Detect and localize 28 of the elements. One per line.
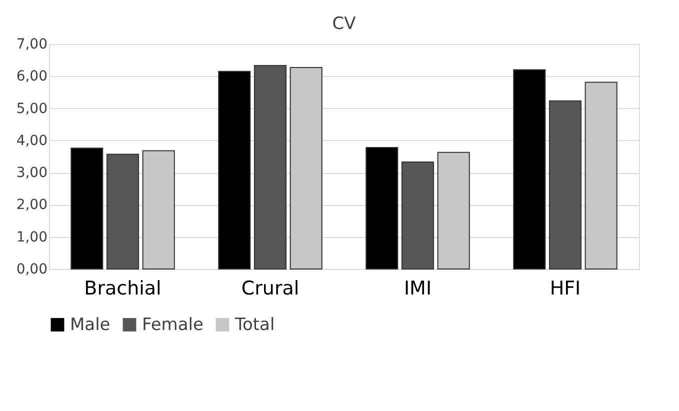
x-tick-label: Crural	[241, 278, 300, 300]
bar	[70, 148, 104, 270]
bar	[437, 152, 470, 270]
y-tick-label: 6,00	[16, 68, 48, 85]
bar	[401, 161, 434, 270]
chart-title: CV	[332, 14, 356, 34]
bar	[106, 154, 140, 270]
x-tick-label: HFI	[550, 278, 581, 300]
bar	[218, 70, 251, 270]
y-tick-label: 3,00	[16, 165, 48, 182]
legend-label: Total	[234, 314, 275, 335]
bar	[584, 82, 618, 270]
bar	[513, 69, 546, 270]
y-tick-label: 5,00	[16, 100, 48, 117]
legend-label: Female	[142, 314, 204, 335]
legend-label: Male	[70, 314, 110, 335]
y-tick-label: 1,00	[16, 229, 48, 246]
bar	[142, 150, 175, 270]
x-tick-label: Brachial	[84, 278, 162, 300]
y-tick-label: 7,00	[16, 36, 48, 52]
y-tick-label: 2,00	[16, 197, 48, 214]
y-tick-label: 0,00	[16, 262, 48, 278]
x-tick-label: IMI	[404, 278, 432, 300]
bar	[254, 65, 287, 270]
bar	[366, 147, 398, 270]
bar	[548, 100, 582, 270]
bar	[290, 66, 322, 270]
y-tick-label: 4,00	[16, 132, 48, 149]
